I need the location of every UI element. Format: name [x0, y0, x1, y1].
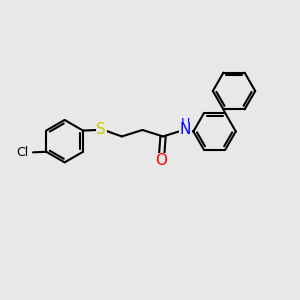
- Text: Cl: Cl: [16, 146, 28, 159]
- Text: H: H: [181, 117, 190, 130]
- Text: S: S: [96, 122, 106, 137]
- Text: O: O: [156, 153, 168, 168]
- Text: N: N: [179, 122, 191, 137]
